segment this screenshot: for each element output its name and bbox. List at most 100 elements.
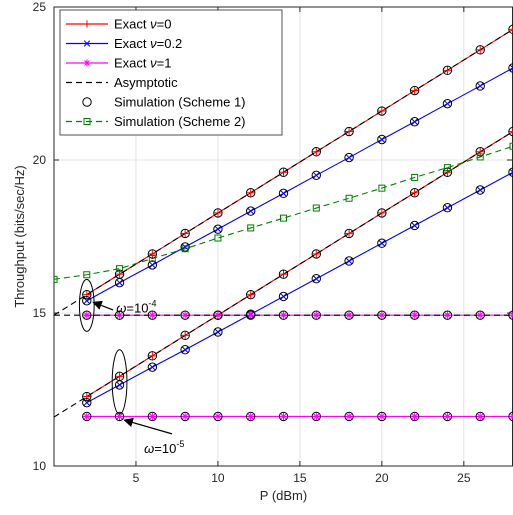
data-point-sim1_d [377, 238, 387, 248]
data-point-sim1_d [344, 256, 354, 266]
star-marker-stroke [346, 413, 352, 420]
data-point-sim1_a [147, 249, 158, 259]
data-point-nu02_w1e-5 [149, 363, 156, 371]
square-marker [116, 265, 124, 273]
data-point-sim1_f [377, 411, 387, 422]
data-point-sim1_e [114, 310, 125, 320]
x-marker-stroke [476, 186, 484, 194]
legend-label-main: Simulation (Scheme 2) [114, 114, 246, 129]
data-point-nu1_w1e-4 [214, 311, 222, 319]
x-tick-label: 15 [293, 471, 307, 485]
circle-marker [278, 269, 289, 279]
data-point-nu1_w1e-5 [279, 412, 288, 421]
circle-marker [114, 278, 125, 288]
circle-marker [147, 249, 158, 259]
circle-marker [475, 411, 485, 422]
circle-marker [82, 411, 92, 422]
circle-marker [377, 238, 387, 248]
data-point-nu1_w1e-4 [115, 311, 124, 319]
data-point-sim1_e [377, 310, 387, 320]
data-point-sim1_e [246, 310, 256, 320]
y-tick-label: 10 [33, 459, 47, 473]
data-point-sim2 [116, 265, 124, 273]
data-point-nu0_w1e-5 [443, 168, 452, 176]
data-point-sim2 [509, 142, 513, 150]
star-marker-stroke [83, 413, 90, 420]
annotation-eq: =10 [154, 441, 176, 456]
data-point-sim1_f [409, 411, 420, 422]
x-marker-stroke [411, 118, 418, 125]
circle-marker [246, 289, 256, 300]
data-point-nu02_w1e-4 [509, 64, 513, 72]
circle-marker [377, 134, 387, 145]
x-marker-stroke [181, 346, 189, 353]
legend-label-rest: =0.2 [157, 36, 183, 51]
data-point-sim1_b [344, 152, 354, 163]
data-point-sim1_e [344, 310, 354, 320]
x-marker-stroke [378, 239, 386, 247]
legend-label-greek: ν [150, 17, 157, 32]
legend-box [59, 9, 283, 136]
star-marker-stroke [378, 413, 385, 420]
circle-marker [147, 411, 158, 422]
circle-marker [82, 296, 92, 306]
data-point-sim1_f [278, 411, 289, 422]
data-point-nu1_w1e-4 [476, 311, 484, 319]
data-point-sim1_a [442, 65, 453, 76]
circle-marker [311, 310, 321, 320]
x-marker-stroke [476, 82, 484, 90]
data-point-nu02_w1e-5 [411, 222, 418, 229]
x-tick-label: 5 [133, 471, 140, 485]
square-marker [214, 234, 222, 242]
circle-marker [377, 106, 387, 116]
x-marker-stroke [345, 257, 353, 265]
legend-label-rest: =1 [157, 56, 172, 71]
data-point-nu1_w1e-4 [443, 311, 452, 319]
data-point-nu02_w1e-5 [214, 328, 222, 336]
circle-marker [82, 391, 92, 402]
x-marker-stroke [214, 328, 222, 336]
circle-marker [114, 411, 125, 422]
data-point-nu1_w1e-5 [476, 412, 484, 421]
circle-marker [114, 310, 125, 320]
data-point-sim1_d [475, 185, 485, 195]
square-marker [509, 142, 513, 150]
legend-label: Exact ν=0 [114, 17, 171, 32]
data-point-sim1_e [147, 310, 158, 320]
data-point-nu02_w1e-5 [116, 381, 123, 389]
circle-marker [442, 98, 453, 109]
square-marker [280, 214, 287, 222]
data-point-sim1_b [246, 206, 256, 216]
circle-marker [409, 310, 420, 320]
data-point-sim1_c [475, 147, 485, 157]
data-point-sim1_a [246, 188, 256, 198]
legend-label: Exact ν=1 [114, 56, 171, 71]
circle-marker [147, 260, 158, 270]
data-point-sim1_e [409, 310, 420, 320]
data-point-nu1_w1e-5 [411, 412, 419, 421]
data-point-sim2 [214, 234, 222, 242]
x-marker-stroke [247, 207, 254, 215]
data-point-nu0_w1e-4 [312, 148, 320, 156]
circle-marker [180, 345, 190, 355]
data-point-nu1_w1e-5 [345, 412, 353, 421]
data-point-nu02_w1e-5 [280, 293, 287, 300]
legend-swatch-marker [82, 97, 92, 107]
data-point-nu0_w1e-4 [476, 46, 484, 54]
circle-marker [475, 310, 485, 320]
data-point-sim1_b [311, 170, 321, 181]
circle-marker [311, 249, 321, 259]
legend-label-main: Exact [114, 17, 150, 32]
legend-swatch-marker [83, 118, 91, 125]
data-point-nu1_w1e-5 [214, 412, 222, 421]
data-point-sim1_f [442, 411, 453, 422]
circle-marker [213, 310, 223, 320]
data-point-sim1_b [180, 242, 190, 252]
x-marker-stroke [116, 279, 123, 286]
data-point-sim1_d [82, 397, 92, 408]
circle-marker [377, 208, 387, 218]
x-marker-stroke [313, 172, 320, 179]
circle-marker [246, 188, 256, 198]
data-point-nu1_w1e-4 [378, 311, 386, 319]
legend-label: Simulation (Scheme 2) [114, 114, 246, 129]
